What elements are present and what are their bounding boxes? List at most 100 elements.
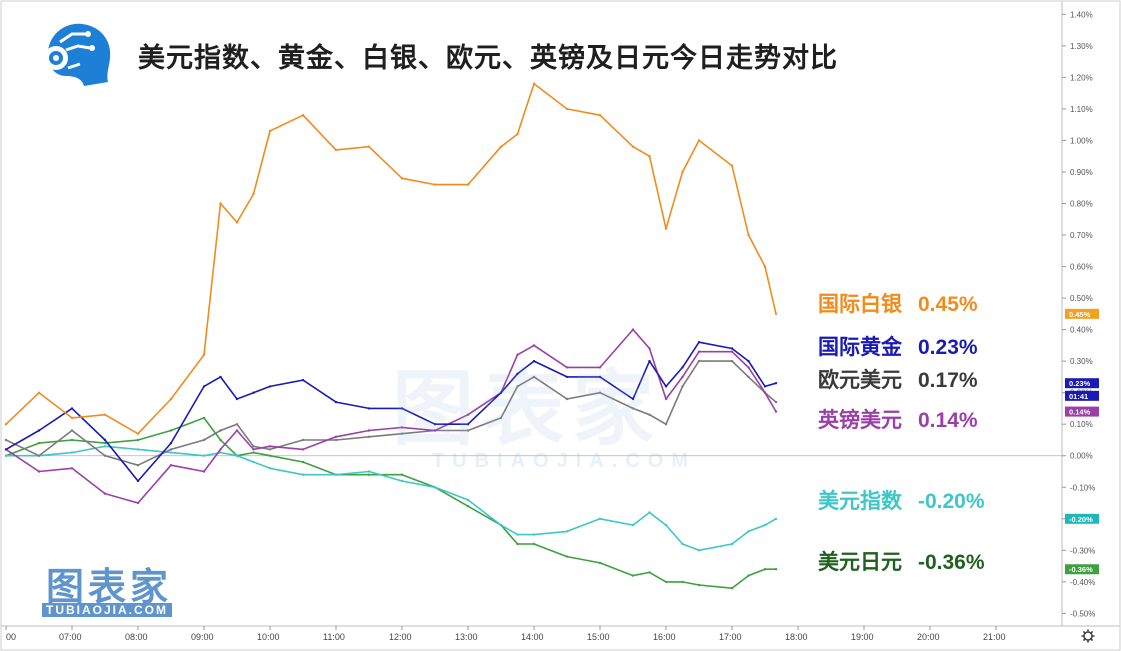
legend-dxy-name: 美元指数 <box>818 490 902 513</box>
series-point <box>433 486 437 489</box>
series-point <box>681 580 684 584</box>
series-point <box>532 375 536 379</box>
series-point <box>136 464 140 467</box>
legend-eurusd: 欧元美元 0.17% <box>818 364 978 394</box>
y-tick-label: 0.70% <box>1070 231 1093 240</box>
watermark-logo-text: 图表家 <box>46 567 173 609</box>
series-point <box>697 341 701 344</box>
series-point <box>681 375 684 379</box>
x-tick-label: 11:00 <box>323 632 345 642</box>
series-point <box>202 438 206 442</box>
series-point <box>516 132 519 136</box>
series-point <box>169 441 173 445</box>
series-point <box>103 441 107 445</box>
series-point <box>565 107 569 111</box>
series-point <box>367 470 371 473</box>
legend-silver-value: 0.45% <box>918 293 978 316</box>
series-point <box>301 114 305 117</box>
series-point <box>681 542 684 546</box>
series-point <box>301 378 305 382</box>
series-point <box>70 416 74 420</box>
series-point <box>4 423 8 426</box>
series-point <box>648 511 651 514</box>
series-point <box>334 438 338 442</box>
series-point <box>334 400 338 404</box>
x-tick-label: 15:00 <box>587 632 610 642</box>
series-point <box>169 429 173 432</box>
series-point <box>598 391 602 394</box>
x-tick-label: 00 <box>6 632 16 642</box>
series-point <box>219 429 222 432</box>
series-point <box>433 429 437 432</box>
legend-eurusd-value: 0.17% <box>918 369 978 392</box>
y-tick-label: 0.30% <box>1070 357 1093 366</box>
series-point <box>202 416 206 420</box>
series-point <box>4 454 8 457</box>
series-point <box>648 413 651 416</box>
legend-silver-name: 国际白银 <box>818 293 902 316</box>
x-tick-label: 13:00 <box>455 632 478 642</box>
series-point <box>565 375 569 379</box>
legend-silver: 国际白银 0.45% <box>818 288 978 318</box>
y-tick-label: 0.90% <box>1070 168 1093 177</box>
series-point <box>367 145 371 148</box>
series-point <box>466 505 470 508</box>
series-point <box>268 467 272 470</box>
series-point <box>169 448 173 451</box>
series-point <box>598 375 602 379</box>
series-point <box>774 312 778 315</box>
series-point <box>252 448 255 451</box>
settings-gear-icon[interactable] <box>1081 629 1095 643</box>
series-point <box>681 366 684 369</box>
series-point <box>4 448 8 451</box>
series-point <box>516 353 519 356</box>
series-point <box>301 460 305 464</box>
series-point <box>598 561 602 565</box>
series-point <box>4 438 8 442</box>
price-badge-label: 0.23% <box>1069 379 1091 388</box>
series-point <box>631 574 635 577</box>
x-tick-label: 18:00 <box>785 632 808 642</box>
series-point <box>400 479 404 483</box>
series-point <box>774 382 778 385</box>
series-point <box>499 391 503 394</box>
series-point <box>70 438 74 442</box>
series-point <box>400 177 404 180</box>
series-point <box>235 429 239 432</box>
series-point <box>37 470 41 473</box>
series-point <box>37 441 41 445</box>
series-point <box>664 580 668 584</box>
series-point <box>648 359 651 363</box>
series-point <box>763 391 767 394</box>
y-tick-label: -0.40% <box>1070 578 1095 587</box>
legend-usdjpy: 美元日元 -0.36% <box>818 546 985 576</box>
x-tick-label: 19:00 <box>851 632 874 642</box>
series-point <box>301 473 305 476</box>
legend-dxy: 美元指数 -0.20% <box>818 485 985 515</box>
series-point <box>400 426 404 429</box>
series-point <box>252 451 255 454</box>
series-point <box>268 385 272 388</box>
series-point <box>37 391 41 394</box>
legend-dxy-value: -0.20% <box>918 490 985 513</box>
price-badge <box>1065 513 1099 524</box>
x-tick-label: 14:00 <box>521 632 544 642</box>
x-tick-label: 07:00 <box>59 632 82 642</box>
series-point <box>466 183 470 186</box>
series-point <box>664 423 668 426</box>
series-point <box>664 227 668 230</box>
legend-gbpusd-value: 0.14% <box>918 409 978 432</box>
watermark-logo-site: TUBIAOJIA.COM <box>42 603 172 617</box>
price-badge-label: 0.45% <box>1069 310 1091 319</box>
x-tick-label: 08:00 <box>125 632 148 642</box>
series-point <box>367 407 371 410</box>
series-point <box>774 568 778 571</box>
series-point <box>202 454 206 457</box>
series-point <box>466 498 470 502</box>
y-tick-label: 0.40% <box>1070 326 1093 335</box>
series-point <box>103 445 107 448</box>
legend-usdjpy-value: -0.36% <box>918 551 985 574</box>
series-point <box>664 397 668 401</box>
series-point <box>136 501 140 505</box>
